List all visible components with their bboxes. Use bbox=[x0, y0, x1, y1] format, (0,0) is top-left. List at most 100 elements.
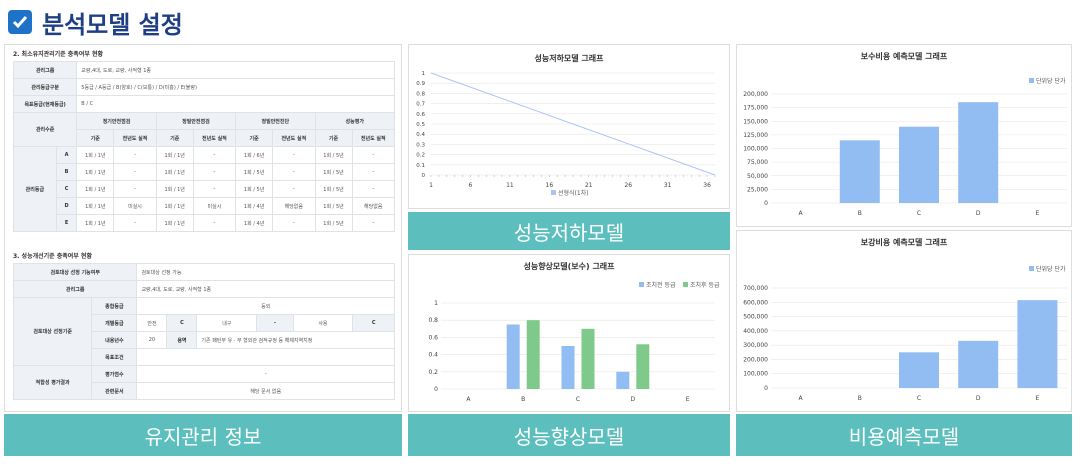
y-tick-label: 0.6 bbox=[416, 112, 425, 118]
table-cell: 기준 bbox=[76, 129, 115, 147]
banner-maintenance: 유지관리 정보 bbox=[4, 414, 402, 456]
table-cell: 교량,4대, 도로, 교량, 사적형 1종 bbox=[136, 280, 395, 298]
bar bbox=[616, 371, 630, 389]
table-cell: 1회 / 1년 bbox=[76, 163, 115, 181]
table-cell: 해당 문서 없음 bbox=[136, 382, 395, 400]
degradation-chart: 성능저하모델 그래프00.10.20.30.40.50.60.70.80.911… bbox=[416, 53, 716, 197]
table-cell: 관리등급 bbox=[13, 146, 57, 232]
bar bbox=[839, 140, 880, 203]
table-row: 관련문서 해당 문서 없음 bbox=[14, 382, 395, 400]
table-cell: 미실시 bbox=[192, 197, 237, 215]
y-tick-label: 500,000 bbox=[743, 314, 768, 321]
table-row: 관리수준 정기안전점검 정밀안전점검 정밀안전진단 성능평가 bbox=[12, 112, 396, 147]
table-cell: 검토대상 선정 가능 bbox=[136, 263, 395, 281]
table-cell: 1회 / 5년 bbox=[235, 163, 274, 181]
table-cell: 목표조건 bbox=[91, 348, 138, 366]
table-cell: 1회 / 1년 bbox=[76, 180, 115, 198]
table-cell: 용역 bbox=[166, 331, 198, 349]
y-tick-label: 0.8 bbox=[428, 317, 438, 324]
table-cell: 1회 / 1년 bbox=[155, 197, 194, 215]
bar bbox=[636, 344, 650, 389]
table-row: 검토대상 선정기준 종합등급 등외 bbox=[12, 297, 395, 366]
table-cell: C bbox=[352, 314, 395, 332]
chart-title: 보수비용 예측모델 그래프 bbox=[861, 51, 948, 61]
legend-label: 조치후 등급 bbox=[690, 281, 720, 289]
table-row: C 1회 / 1년 -1회 / 1년 -1회 / 5년 -1회 / 5년 - bbox=[14, 180, 396, 198]
table-cell: 1회 / 1년 bbox=[155, 146, 194, 164]
y-tick-label: 0.2 bbox=[428, 369, 438, 376]
x-tick-label: D bbox=[976, 395, 981, 402]
table-cell: 1회 / 5년 bbox=[314, 146, 353, 164]
table-cell: 전년도 실적 bbox=[351, 129, 396, 147]
y-tick-label: 0.9 bbox=[416, 81, 425, 87]
table-cell: - bbox=[272, 214, 316, 232]
table-row: 관리그룹 교량,4대, 도로, 교량, 사적형 1종 bbox=[12, 280, 395, 298]
bar bbox=[1017, 300, 1058, 388]
table-cell: - bbox=[351, 146, 396, 164]
x-tick-label: C bbox=[576, 396, 580, 403]
table-cell: 목표등급(현재등급) bbox=[12, 95, 78, 113]
table-row: 검토대상 선정 기능여부 검토대상 선정 가능 bbox=[12, 263, 395, 281]
table-cell: - bbox=[272, 163, 316, 181]
x-tick-label: D bbox=[976, 210, 981, 217]
x-tick-label: 11 bbox=[506, 182, 514, 189]
x-tick-label: 16 bbox=[546, 182, 554, 189]
table-cell: 기존 패턴부 유 · 무 형외관 검적규정 등 해제지역지정 bbox=[196, 331, 395, 349]
legend-swatch bbox=[639, 282, 644, 287]
table-cell: - bbox=[136, 365, 395, 383]
x-tick-label: 26 bbox=[624, 182, 632, 189]
table-cell: 1회 / 1년 bbox=[155, 214, 194, 232]
bar bbox=[561, 346, 575, 389]
repair-cost-chart-panel: 보수비용 예측모델 그래프 단위당 단가 0 25,000 50,000 75,000 10… bbox=[736, 44, 1072, 227]
bar bbox=[506, 324, 520, 389]
table-cell: 교량,4대, 도로, 교량, 사적형 1종 bbox=[76, 61, 395, 79]
table-cell: - bbox=[113, 163, 157, 181]
series-line bbox=[430, 72, 716, 176]
y-tick-label: 600,000 bbox=[743, 299, 768, 306]
table-cell: E bbox=[55, 214, 78, 232]
table-cell: 정기안전점검 bbox=[76, 112, 157, 130]
x-tick-label: A bbox=[799, 210, 804, 217]
y-tick-label: 300,000 bbox=[743, 342, 768, 349]
y-tick-label: 0.7 bbox=[416, 102, 425, 108]
table-cell: 전년도 실적 bbox=[272, 129, 316, 147]
table-cell: 관리그룹 bbox=[12, 280, 138, 298]
table-cell: 1회 / 5년 bbox=[314, 214, 353, 232]
table-cell: 1회 / 1년 bbox=[76, 214, 115, 232]
table-cell: 1회 / 5년 bbox=[314, 180, 353, 198]
table-cell: - bbox=[113, 214, 157, 232]
table-cell: 검토대상 선정기준 bbox=[12, 297, 93, 366]
table-cell: - bbox=[256, 314, 294, 332]
section-title: 3. 성능개선기준 충족여부 현황 bbox=[13, 253, 92, 260]
table-cell: 관련문서 bbox=[91, 382, 138, 400]
table-cell: 정밀안전점검 bbox=[155, 112, 237, 130]
degradation-chart-panel: 성능저하모델 그래프 0 0.1 0.2 0.3 0.4 0.5 0.6 0.7 0.8 0.9 1 1… bbox=[408, 44, 730, 209]
improvement-table: 검토대상 선정 기능여부 검토대상 선정 가능 관리그룹 교량,4대, 도로, 교량,… bbox=[12, 263, 395, 400]
legend-label: 조치전 등급 bbox=[646, 281, 676, 289]
table-cell: B bbox=[55, 163, 78, 181]
x-tick-label: C bbox=[917, 210, 921, 217]
y-tick-label: 175,000 bbox=[743, 105, 768, 112]
table-cell: 전년도 실적 bbox=[192, 129, 237, 147]
table-cell: 전년도 실적 bbox=[113, 129, 157, 147]
table-row: 관리등급구분 5등급 / A등급 / B(양호) / C(보통) / D(미흡) … bbox=[12, 78, 395, 96]
table-cell: 1회 / 4년 bbox=[235, 197, 274, 215]
y-tick-label: 100,000 bbox=[743, 146, 768, 153]
legend-swatch bbox=[683, 282, 688, 287]
table-row: 개별등급 안전 C 내구 - 사용 C bbox=[14, 314, 395, 332]
table-cell: 해당없음 bbox=[272, 197, 316, 215]
y-tick-label: 0 bbox=[764, 385, 768, 392]
table-cell: - bbox=[272, 146, 316, 164]
table-row: 적합성 평가결과 평가점수 - bbox=[12, 365, 395, 400]
y-tick-label: 75,000 bbox=[747, 159, 768, 166]
table-cell: D bbox=[55, 197, 78, 215]
table-cell: - bbox=[192, 214, 237, 232]
table-cell: - bbox=[192, 146, 237, 164]
table-row: 목표조건 bbox=[14, 348, 395, 366]
bar bbox=[899, 352, 939, 388]
x-tick-label: 31 bbox=[664, 182, 672, 189]
y-tick-label: 125,000 bbox=[743, 132, 768, 139]
y-tick-label: 700,000 bbox=[743, 285, 768, 292]
